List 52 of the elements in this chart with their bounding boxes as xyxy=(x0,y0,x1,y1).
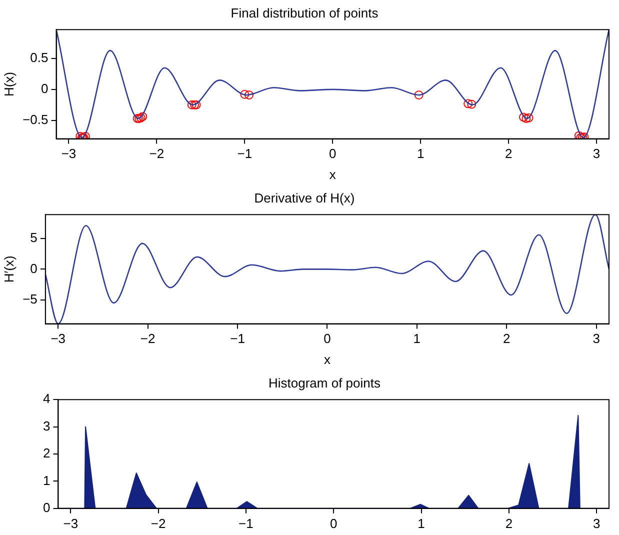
point xyxy=(132,114,142,123)
x-tick-label: 0 xyxy=(324,331,331,346)
chart-title: Histogram of points xyxy=(268,375,381,390)
point xyxy=(464,99,473,108)
x-tick-label: 0 xyxy=(330,516,338,531)
x-tick-label: −3 xyxy=(63,516,78,531)
point xyxy=(574,131,584,139)
x-axis-title: x xyxy=(329,166,336,182)
y-tick-label: 2 xyxy=(42,446,50,461)
x-tick-label: −1 xyxy=(237,146,252,162)
point xyxy=(522,114,531,123)
x-tick-label: −2 xyxy=(150,516,166,531)
x-tick-label: 2 xyxy=(505,516,513,531)
x-tick-label: −1 xyxy=(238,516,254,531)
x-tick-label: 0 xyxy=(329,146,336,162)
y-tick-label: 0.5 xyxy=(30,50,48,66)
x-tick-label: −3 xyxy=(50,331,66,346)
y-tick-label: 0 xyxy=(30,260,38,276)
point xyxy=(524,113,534,122)
y-tick-label: 0 xyxy=(42,500,50,515)
x-tick-label: 3 xyxy=(592,516,600,531)
point xyxy=(240,90,250,99)
x-tick-label: 1 xyxy=(418,516,425,531)
y-axis-title: H(x) xyxy=(1,72,16,96)
x-tick-label: 2 xyxy=(504,146,512,162)
y-tick-label: −5 xyxy=(22,291,38,306)
y-tick-label: −0.5 xyxy=(22,112,48,127)
chart-title: Final distribution of points xyxy=(230,5,379,20)
x-tick-label: 2 xyxy=(502,331,510,346)
point xyxy=(244,90,254,100)
x-tick-label: 3 xyxy=(592,146,600,162)
y-tick-label: 1 xyxy=(42,472,50,488)
point xyxy=(187,100,196,110)
chart-title: Derivative of H(x) xyxy=(254,190,355,206)
x-tick-label: −1 xyxy=(230,331,245,346)
point xyxy=(580,132,589,139)
y-tick-label: 0 xyxy=(41,81,48,96)
point xyxy=(467,100,476,109)
y-tick-label: 3 xyxy=(42,418,50,434)
point xyxy=(519,112,528,122)
point xyxy=(138,112,148,122)
x-tick-label: 3 xyxy=(592,331,600,346)
x-tick-label: −2 xyxy=(140,331,156,346)
y-tick-label: 5 xyxy=(30,230,38,246)
x-tick-label: −2 xyxy=(149,146,164,162)
x-axis-title: x xyxy=(324,352,331,367)
y-tick-label: 4 xyxy=(42,391,50,406)
x-tick-label: −3 xyxy=(61,146,76,162)
x-tick-label: 1 xyxy=(416,146,424,162)
point xyxy=(414,90,424,100)
y-axis-title: H′(x) xyxy=(1,256,16,283)
x-tick-label: 1 xyxy=(413,331,421,346)
